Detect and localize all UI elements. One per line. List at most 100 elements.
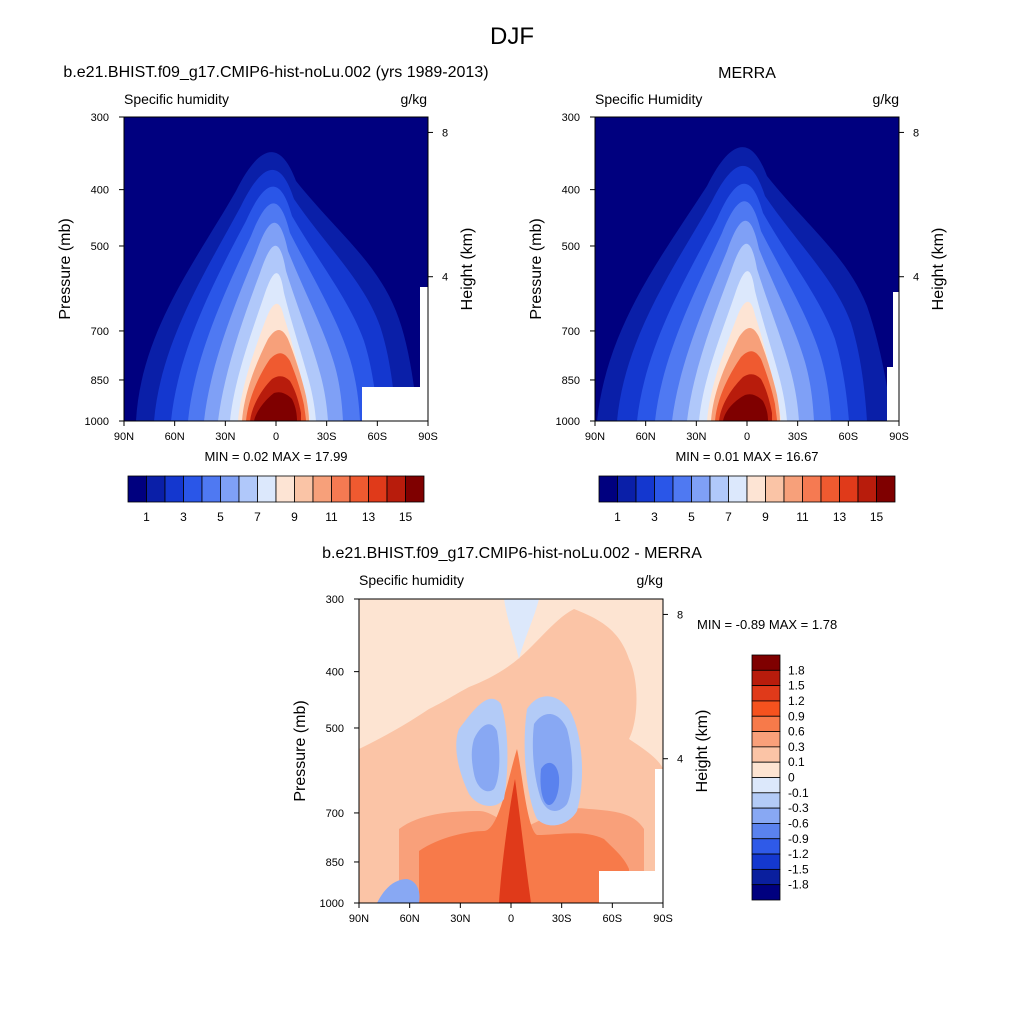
colorbar-label: 5 bbox=[688, 510, 695, 524]
y-right-tick-label: 4 bbox=[442, 272, 448, 284]
colorbar-label: 1 bbox=[143, 510, 150, 524]
colorbar-label: 5 bbox=[217, 510, 224, 524]
x-tick-label: 90N bbox=[349, 913, 369, 925]
y-axis-label: Pressure (mb) bbox=[528, 218, 545, 319]
colorbar-swatch bbox=[751, 868, 781, 886]
masked-topography bbox=[887, 367, 899, 421]
panel-merra-units: g/kg bbox=[873, 91, 899, 107]
colorbar-swatch bbox=[751, 823, 781, 840]
y-tick-label: 850 bbox=[562, 375, 580, 387]
colorbar-label: 11 bbox=[325, 510, 338, 524]
colorbar-label: 0 bbox=[788, 771, 795, 785]
y-axis-right-label: Height (km) bbox=[694, 710, 711, 793]
colorbar-label: -0.3 bbox=[788, 801, 809, 815]
x-tick-label: 30N bbox=[215, 431, 235, 443]
x-tick-label: 90N bbox=[585, 431, 605, 443]
x-tick-label: 30N bbox=[450, 913, 470, 925]
y-axis-right-label: Height (km) bbox=[930, 228, 947, 311]
y-tick-label: 500 bbox=[91, 241, 109, 253]
y-right-tick-label: 4 bbox=[677, 754, 683, 766]
y-tick-label: 850 bbox=[326, 857, 344, 869]
min-max-text: MIN = 0.02 MAX = 17.99 bbox=[204, 449, 347, 464]
colorbar-label: 13 bbox=[362, 510, 376, 524]
x-tick-label: 0 bbox=[273, 431, 279, 443]
y-right-tick-label: 8 bbox=[913, 127, 919, 139]
colorbar-label: -0.6 bbox=[788, 816, 809, 830]
panel-merra-title: MERRA bbox=[718, 65, 776, 82]
colorbar-swatch bbox=[802, 475, 822, 503]
colorbar-swatch bbox=[751, 761, 781, 778]
x-tick-label: 60S bbox=[368, 431, 388, 443]
panel-diff: b.e21.BHIST.f09_g17.CMIP6-hist-noLu.002 … bbox=[292, 545, 837, 925]
colorbar-swatch bbox=[183, 475, 203, 503]
colorbar-label: 0.6 bbox=[788, 725, 805, 739]
x-axis-ticks: 90N 60N 30N 0 30S 60S 90S bbox=[114, 421, 438, 443]
x-tick-label: 30S bbox=[317, 431, 337, 443]
y-tick-label: 300 bbox=[562, 112, 580, 124]
diff-region-strong-positive bbox=[419, 749, 629, 903]
panel-diff-units: g/kg bbox=[637, 572, 663, 588]
panel-model: b.e21.BHIST.f09_g17.CMIP6-hist-noLu.002 … bbox=[57, 64, 489, 524]
masked-topography bbox=[893, 292, 899, 421]
colorbar-label: 9 bbox=[762, 510, 769, 524]
y-tick-label: 400 bbox=[91, 185, 109, 197]
colorbar-swatch bbox=[146, 475, 166, 503]
colorbar-swatch bbox=[331, 475, 351, 503]
colorbar-label: 1.8 bbox=[788, 663, 805, 677]
colorbar-swatch bbox=[751, 807, 781, 824]
x-tick-label: 90S bbox=[418, 431, 438, 443]
colorbar-swatch bbox=[164, 475, 184, 503]
panel-merra-variable: Specific Humidity bbox=[595, 91, 702, 107]
colorbar-label: 15 bbox=[399, 510, 413, 524]
colorbar-swatch bbox=[405, 475, 425, 503]
colorbar-swatch bbox=[349, 475, 369, 503]
x-tick-label: 60S bbox=[839, 431, 859, 443]
contour-level-12 bbox=[723, 394, 768, 421]
colorbar-swatch bbox=[751, 654, 781, 671]
colorbar-swatch bbox=[127, 475, 147, 503]
colorbar-label: 15 bbox=[870, 510, 884, 524]
colorbar-swatch bbox=[617, 475, 637, 503]
colorbar-swatch bbox=[876, 475, 896, 503]
colorbar-swatch bbox=[238, 475, 258, 503]
x-tick-label: 0 bbox=[744, 431, 750, 443]
colorbar-swatch bbox=[751, 746, 781, 763]
colorbar-swatch bbox=[751, 715, 781, 732]
contour-level-12 bbox=[254, 392, 297, 421]
x-tick-label: 60N bbox=[165, 431, 185, 443]
colorbar-swatch bbox=[751, 731, 781, 748]
colorbar-label: 3 bbox=[180, 510, 187, 524]
x-tick-label: 90N bbox=[114, 431, 134, 443]
y-tick-label: 300 bbox=[326, 594, 344, 606]
colorbar-swatch bbox=[201, 475, 221, 503]
panel-merra-plot bbox=[595, 117, 899, 421]
colorbar-label: 9 bbox=[291, 510, 298, 524]
y-axis-right-ticks: 84 bbox=[899, 127, 919, 284]
y-axis-label: Pressure (mb) bbox=[292, 700, 309, 801]
colorbar-label: 3 bbox=[651, 510, 658, 524]
x-tick-label: 30S bbox=[552, 913, 572, 925]
page-title: DJF bbox=[490, 23, 534, 50]
colorbar-swatch bbox=[691, 475, 711, 503]
colorbar-label: -1.2 bbox=[788, 847, 809, 861]
y-tick-label: 850 bbox=[91, 375, 109, 387]
y-tick-label: 1000 bbox=[556, 416, 580, 428]
colorbar-label: -0.1 bbox=[788, 786, 809, 800]
x-axis-ticks: 90N 60N 30N 0 30S 60S 90S bbox=[585, 421, 909, 443]
colorbar-label: 0.1 bbox=[788, 755, 805, 769]
colorbar-swatch bbox=[751, 884, 781, 901]
x-tick-label: 60N bbox=[636, 431, 656, 443]
colorbar-label: 7 bbox=[725, 510, 732, 524]
panel-diff-variable: Specific humidity bbox=[359, 572, 464, 588]
panel-model-variable: Specific humidity bbox=[124, 91, 229, 107]
y-right-tick-label: 8 bbox=[442, 127, 448, 139]
colorbar-label: 0.3 bbox=[788, 740, 805, 754]
x-axis-ticks: 90N 60N 30N 0 30S 60S 90S bbox=[349, 903, 673, 925]
colorbar-swatch bbox=[765, 475, 785, 503]
colorbar-swatch bbox=[654, 475, 674, 503]
colorbar-label: 1.5 bbox=[788, 679, 805, 693]
colorbar-label: -1.5 bbox=[788, 862, 809, 876]
masked-topography bbox=[599, 871, 663, 903]
colorbar-label: 0.9 bbox=[788, 709, 805, 723]
colorbar-label: 7 bbox=[254, 510, 261, 524]
